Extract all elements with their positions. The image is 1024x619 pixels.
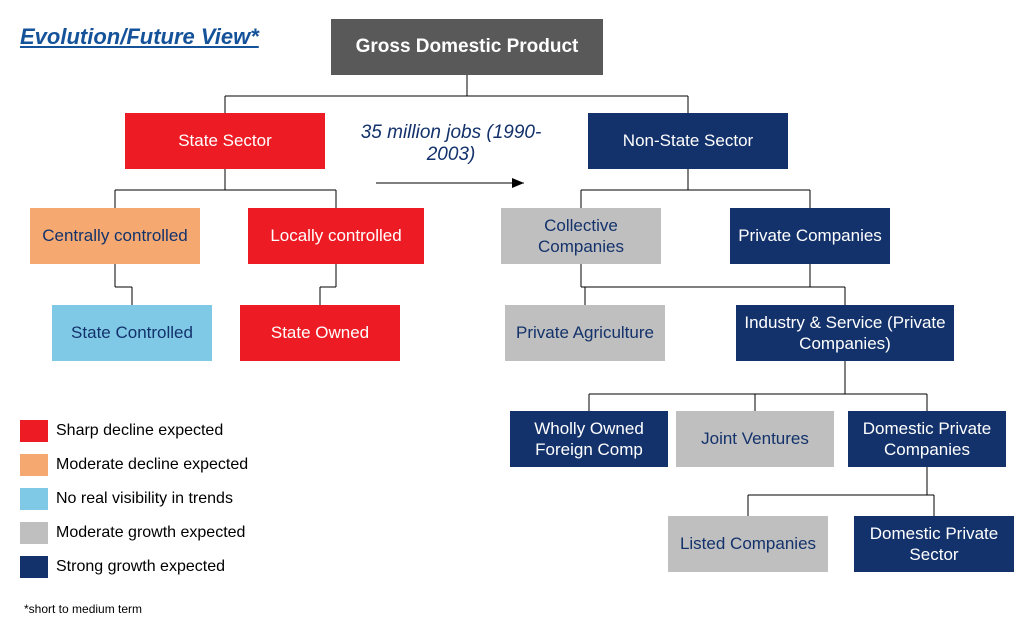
legend-label: No real visibility in trends	[56, 490, 233, 508]
node-gdp: Gross Domestic Product	[331, 19, 603, 75]
legend-swatch	[20, 454, 48, 476]
node-stateowned: State Owned	[240, 305, 400, 361]
node-collective: Collective Companies	[501, 208, 661, 264]
footnote: *short to medium term	[24, 602, 142, 616]
node-jv: Joint Ventures	[676, 411, 834, 467]
legend-row: No real visibility in trends	[20, 482, 248, 516]
legend-row: Moderate decline expected	[20, 448, 248, 482]
node-listed: Listed Companies	[668, 516, 828, 572]
node-locally: Locally controlled	[248, 208, 424, 264]
node-private: Private Companies	[730, 208, 890, 264]
node-centrally: Centrally controlled	[30, 208, 200, 264]
legend-swatch	[20, 420, 48, 442]
legend-swatch	[20, 488, 48, 510]
legend-label: Strong growth expected	[56, 558, 225, 576]
node-wofc: Wholly Owned Foreign Comp	[510, 411, 668, 467]
node-dpc: Domestic Private Companies	[848, 411, 1006, 467]
node-dps: Domestic Private Sector	[854, 516, 1014, 572]
legend: Sharp decline expected Moderate decline e…	[20, 414, 248, 584]
legend-row: Strong growth expected	[20, 550, 248, 584]
node-pagri: Private Agriculture	[505, 305, 665, 361]
legend-swatch	[20, 556, 48, 578]
legend-label: Moderate decline expected	[56, 456, 248, 474]
legend-label: Moderate growth expected	[56, 524, 245, 542]
legend-row: Sharp decline expected	[20, 414, 248, 448]
legend-swatch	[20, 522, 48, 544]
node-state: State Sector	[125, 113, 325, 169]
legend-row: Moderate growth expected	[20, 516, 248, 550]
node-nonstate: Non-State Sector	[588, 113, 788, 169]
legend-label: Sharp decline expected	[56, 422, 223, 440]
page-title: Evolution/Future View*	[20, 24, 259, 50]
annotation-text: 35 million jobs (1990-2003)	[346, 122, 556, 166]
node-indserv: Industry & Service (Private Companies)	[736, 305, 954, 361]
node-statectrl: State Controlled	[52, 305, 212, 361]
